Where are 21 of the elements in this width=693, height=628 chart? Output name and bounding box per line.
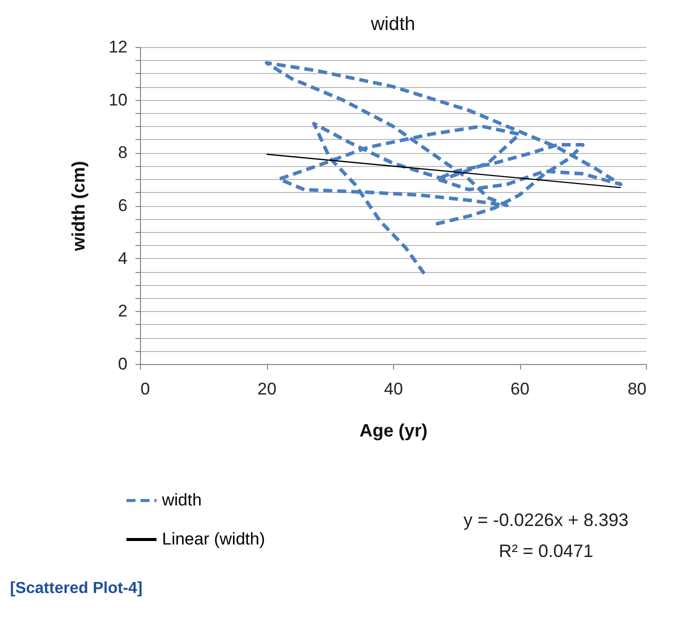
chart-title: width	[370, 14, 416, 35]
x-axis-title: Age (yr)	[359, 420, 428, 440]
y-tick-label: 4	[118, 248, 128, 268]
y-tick-label: 2	[118, 302, 128, 321]
y-tick-label: 8	[118, 143, 128, 162]
legend-label: width	[161, 490, 202, 510]
x-tick-label: 60	[510, 380, 530, 398]
text: y = -0.0226x + 8.393	[463, 510, 629, 530]
y-tick-label: 10	[108, 90, 128, 110]
text: [Scattered Plot-4]	[10, 580, 142, 597]
text: R² = 0.0471	[498, 541, 594, 561]
line-series	[264, 61, 622, 276]
y-tick-label: 0	[118, 354, 128, 374]
y-tick-label: 12	[108, 38, 128, 56]
x-tick-label: 20	[258, 380, 276, 398]
legend-label: Linear (width)	[162, 530, 265, 548]
y-axis-title: width (cm)	[68, 161, 89, 252]
x-tick-label: 80	[628, 380, 646, 398]
x-tick-label: 40	[384, 380, 403, 398]
y-tick-label: 6	[118, 196, 128, 215]
x-tick-label: 0	[140, 380, 150, 398]
